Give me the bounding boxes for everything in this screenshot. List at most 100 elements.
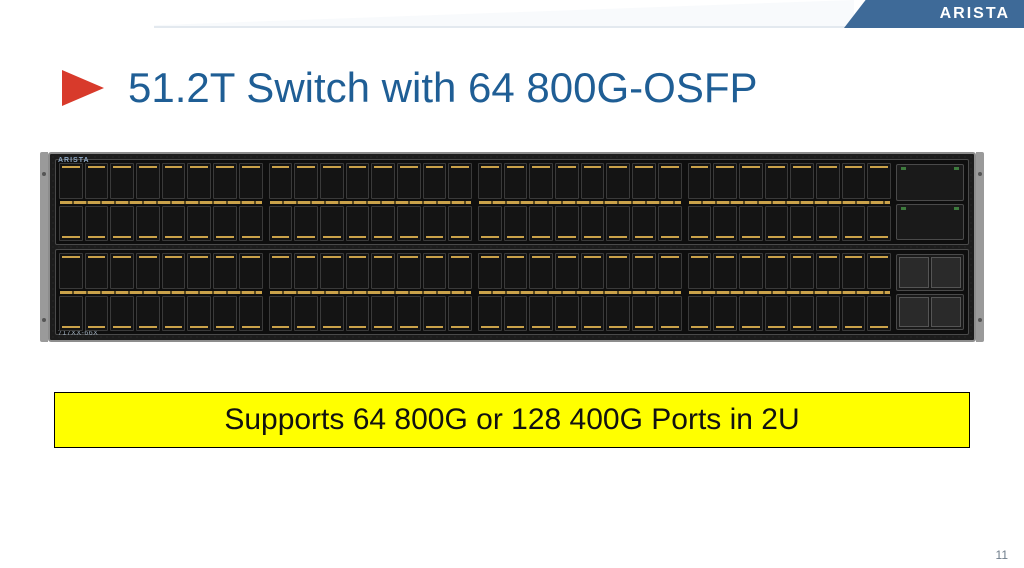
osfp-port <box>371 163 395 199</box>
osfp-port <box>658 206 682 242</box>
osfp-port <box>632 296 656 332</box>
osfp-port <box>606 296 630 332</box>
brand-label: ARISTA <box>940 5 1010 23</box>
osfp-port <box>816 296 840 332</box>
osfp-port <box>239 206 263 242</box>
osfp-port <box>85 296 109 332</box>
osfp-port <box>816 206 840 242</box>
osfp-port <box>529 296 553 332</box>
port-area-top <box>59 163 891 241</box>
osfp-port <box>790 296 814 332</box>
osfp-port <box>59 253 83 289</box>
osfp-port <box>658 296 682 332</box>
osfp-port <box>448 206 472 242</box>
mgmt-sfp-port <box>896 294 964 331</box>
osfp-port <box>269 296 293 332</box>
osfp-port <box>448 163 472 199</box>
osfp-port <box>555 163 579 199</box>
osfp-port <box>448 253 472 289</box>
osfp-port <box>765 253 789 289</box>
osfp-port <box>162 206 186 242</box>
osfp-port <box>85 206 109 242</box>
osfp-port <box>504 296 528 332</box>
osfp-port <box>790 163 814 199</box>
osfp-port <box>632 253 656 289</box>
osfp-port <box>346 296 370 332</box>
osfp-port <box>713 253 737 289</box>
osfp-port <box>320 163 344 199</box>
osfp-port <box>187 253 211 289</box>
port-group <box>688 163 892 241</box>
osfp-port <box>478 206 502 242</box>
brand-ribbon: ARISTA <box>844 0 1024 28</box>
port-number-strip <box>479 201 681 204</box>
chassis-figure: ARISTA 717XX-66X <box>0 122 1024 342</box>
osfp-port <box>688 296 712 332</box>
osfp-port <box>688 163 712 199</box>
osfp-port <box>320 296 344 332</box>
osfp-port <box>581 163 605 199</box>
osfp-port <box>765 206 789 242</box>
osfp-port <box>85 253 109 289</box>
osfp-port <box>816 163 840 199</box>
osfp-port <box>320 253 344 289</box>
osfp-port <box>187 206 211 242</box>
rack-ear-right <box>976 152 984 342</box>
osfp-port <box>555 296 579 332</box>
osfp-port <box>842 206 866 242</box>
osfp-port <box>269 163 293 199</box>
port-row <box>59 253 263 289</box>
chassis-row-1 <box>55 159 969 245</box>
mgmt-column-top <box>895 163 965 241</box>
port-row <box>269 296 473 332</box>
chassis-model-label: 717XX-66X <box>58 330 98 337</box>
osfp-port <box>213 163 237 199</box>
osfp-port <box>110 163 134 199</box>
osfp-port <box>162 296 186 332</box>
osfp-port <box>739 296 763 332</box>
port-number-strip <box>689 201 891 204</box>
osfp-port <box>59 163 83 199</box>
osfp-port <box>423 206 447 242</box>
osfp-port <box>529 163 553 199</box>
switch-chassis: ARISTA 717XX-66X <box>48 152 976 342</box>
osfp-port <box>606 253 630 289</box>
osfp-port <box>867 253 891 289</box>
port-row <box>269 163 473 199</box>
osfp-port <box>478 253 502 289</box>
osfp-port <box>688 206 712 242</box>
title-row: 51.2T Switch with 64 800G-OSFP <box>0 34 1024 122</box>
port-row <box>688 296 892 332</box>
osfp-port <box>555 253 579 289</box>
port-number-strip <box>270 201 472 204</box>
port-row <box>59 296 263 332</box>
port-row <box>269 206 473 242</box>
osfp-port <box>713 206 737 242</box>
ribbon-accent <box>154 0 854 28</box>
osfp-port <box>397 296 421 332</box>
support-callout: Supports 64 800G or 128 400G Ports in 2U <box>54 392 970 448</box>
osfp-port <box>504 163 528 199</box>
port-row <box>478 253 682 289</box>
osfp-port <box>867 206 891 242</box>
osfp-port <box>581 253 605 289</box>
osfp-port <box>504 206 528 242</box>
mgmt-sfp-port <box>896 254 964 291</box>
osfp-port <box>632 206 656 242</box>
port-row <box>478 206 682 242</box>
chassis-row-2 <box>55 249 969 335</box>
osfp-port <box>294 163 318 199</box>
osfp-port <box>187 296 211 332</box>
slide-title: 51.2T Switch with 64 800G-OSFP <box>128 64 758 112</box>
osfp-port <box>765 163 789 199</box>
osfp-port <box>842 296 866 332</box>
osfp-port <box>397 253 421 289</box>
osfp-port <box>688 253 712 289</box>
port-row <box>688 163 892 199</box>
osfp-port <box>816 253 840 289</box>
osfp-port <box>187 163 211 199</box>
port-group <box>269 253 473 331</box>
osfp-port <box>85 163 109 199</box>
osfp-port <box>529 253 553 289</box>
osfp-port <box>346 253 370 289</box>
